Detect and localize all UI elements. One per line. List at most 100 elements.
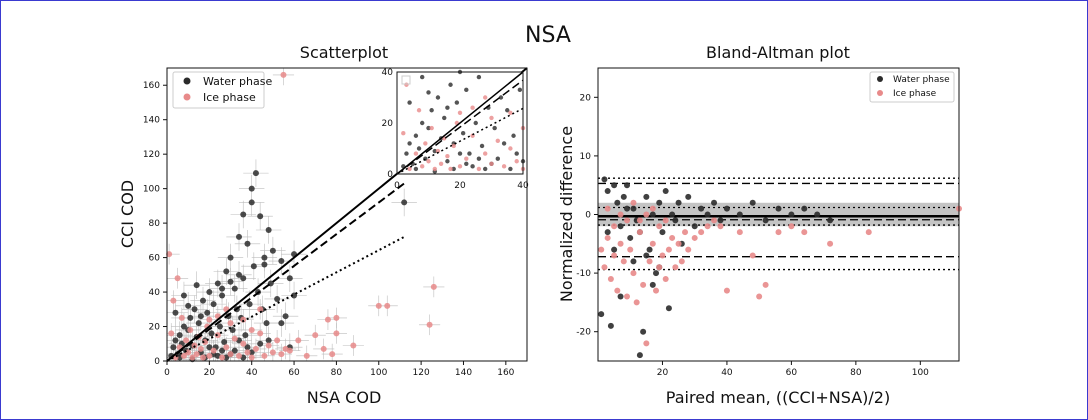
inset-point [464, 156, 469, 161]
scatter-point [430, 283, 437, 290]
scatter-legend-ice-label: Ice phase [203, 91, 256, 104]
inset-point [407, 100, 412, 105]
scatter-point [240, 316, 247, 323]
ba-point [617, 293, 624, 300]
ba-point [865, 229, 872, 236]
ba-point [607, 275, 614, 282]
scatter-point [227, 254, 234, 261]
ba-point [617, 240, 624, 247]
scatter-point [375, 302, 382, 309]
ba-point [598, 246, 605, 253]
inset-point [432, 148, 437, 154]
ba-ytick-label: -20 [576, 328, 591, 338]
scatter-point [329, 351, 336, 358]
ba-point [604, 229, 611, 236]
ba-point [598, 311, 605, 318]
scatter-inset-frame [396, 71, 524, 175]
ba-point [614, 287, 621, 294]
inset-point [416, 108, 422, 113]
scatter-point [172, 337, 179, 344]
inset-point [473, 120, 478, 126]
inset-xtick-label: 0 [394, 181, 400, 191]
ba-point [611, 252, 618, 259]
scatter-point [174, 275, 181, 282]
scatter-point [172, 309, 179, 316]
inset-fit-line-dashed [396, 79, 524, 175]
scatter-point [193, 282, 200, 289]
inset-point [445, 159, 450, 164]
scatter-point [240, 275, 247, 282]
scatter-point [208, 330, 215, 337]
inset-ytick-label: 0 [387, 170, 393, 180]
scatter-xtick-label: 20 [204, 368, 216, 378]
ba-point [675, 199, 682, 206]
scatter-title: Scatterplot [300, 43, 388, 62]
scatter-point [265, 342, 272, 349]
ba-point [749, 252, 756, 259]
ba-point [627, 234, 634, 241]
ba-ytick-label: 10 [580, 152, 592, 162]
ba-point [624, 217, 631, 224]
ba-point [827, 240, 834, 247]
scatter-point [197, 313, 204, 320]
inset-point [420, 74, 425, 80]
scatter-xlabel: NSA COD [307, 388, 382, 407]
inset-point [416, 146, 422, 151]
scatter-point [280, 71, 287, 78]
scatter-point [261, 352, 268, 359]
scatter-point [206, 352, 213, 359]
ba-point [643, 340, 650, 347]
scatter-point [210, 347, 217, 354]
ba-point [723, 205, 730, 212]
ba-point [653, 270, 660, 277]
ba-title: Bland-Altman plot [706, 43, 850, 62]
scatter-point [214, 280, 221, 287]
scatter-point [250, 263, 257, 270]
scatter-point [265, 227, 272, 234]
scatter-axes-frame [166, 67, 528, 362]
ba-point [672, 217, 679, 224]
ba-point [662, 275, 669, 282]
scatter-point [291, 292, 298, 299]
ba-point [636, 217, 643, 224]
ba-point [611, 182, 618, 189]
scatter-xtick-label: 60 [288, 368, 300, 378]
ba-point [624, 293, 631, 300]
ba-point [620, 193, 627, 200]
ba-point [649, 205, 656, 212]
inset-point [420, 164, 425, 169]
ba-legend-ice-marker [877, 90, 883, 96]
scatter-ytick-label: 100 [143, 185, 160, 195]
scatter-point [278, 258, 285, 265]
figure-suptitle: NSA [525, 23, 571, 48]
scatter-point [426, 321, 433, 328]
ba-point [656, 223, 663, 230]
ba-point [649, 211, 656, 218]
inset-point [476, 156, 482, 161]
scatter-point [274, 295, 281, 302]
ba-point [691, 234, 698, 241]
ba-xtick-label: 100 [912, 368, 929, 378]
ba-legend-box [869, 71, 955, 103]
inset-point [517, 87, 523, 93]
scatter-point [187, 326, 194, 333]
ba-ytick-label: 20 [580, 93, 592, 103]
scatter-legend-water-label: Water phase [203, 75, 272, 88]
ba-point [788, 211, 795, 218]
inset-point [505, 108, 510, 113]
ba-point [630, 258, 637, 265]
ba-xtick-label: 20 [657, 368, 669, 378]
inset-point [448, 82, 453, 87]
scatter-point [333, 330, 340, 337]
ba-point [604, 234, 611, 241]
scatter-point [223, 344, 230, 351]
scatter-point [206, 316, 213, 323]
inset-xtick-label: 40 [517, 181, 529, 191]
scatter-point [236, 352, 242, 359]
ba-ytick-label: 0 [585, 211, 591, 221]
inset-point [407, 141, 412, 146]
ba-point [643, 193, 650, 200]
inset-point [476, 166, 482, 172]
scatter-point [236, 271, 242, 278]
scatter-xtick-label: 0 [164, 368, 170, 378]
